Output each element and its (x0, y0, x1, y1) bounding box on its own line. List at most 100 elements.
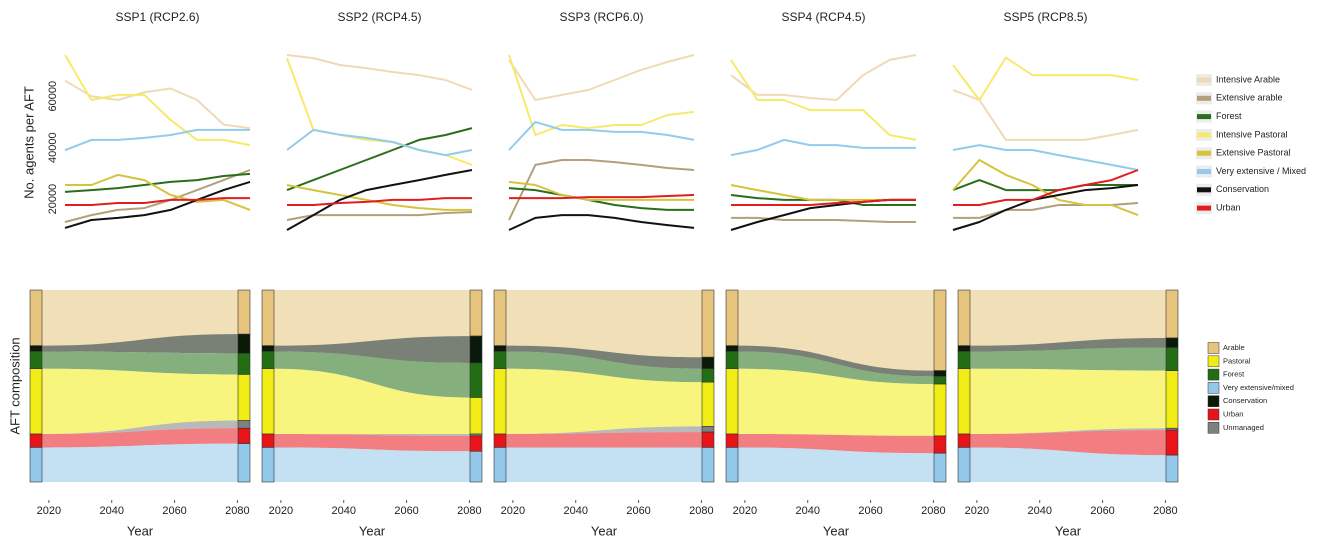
legend-label: Very extensive/mixed (1223, 383, 1294, 392)
end-segment (237, 374, 251, 421)
x-tick-label: 2020 (733, 505, 757, 517)
y-tick-label: 40000 (47, 132, 59, 163)
x-tick-label: 2020 (501, 505, 525, 517)
start-segment (725, 433, 739, 448)
start-segment (493, 433, 507, 448)
series-line (64, 172, 251, 193)
x-tick-label: 2040 (99, 505, 123, 517)
flow-band (42, 334, 238, 354)
series-line (286, 211, 473, 221)
x-axis-label: Year (359, 523, 386, 538)
legend-label: Urban (1216, 202, 1241, 212)
x-tick-label: 2040 (563, 505, 587, 517)
flow-band (42, 290, 238, 346)
x-tick-label: 2020 (965, 505, 989, 517)
x-tick-label: 2060 (626, 505, 650, 517)
series-line (287, 197, 472, 206)
series-line (286, 128, 473, 157)
start-segment (29, 433, 43, 448)
panel-title: SSP2 (RCP4.5) (337, 10, 421, 24)
x-tick-label: 2060 (858, 505, 882, 517)
start-segment (725, 289, 739, 346)
series-line (952, 89, 1139, 141)
flow-band (506, 368, 702, 434)
series-line (286, 184, 472, 211)
series-line (65, 173, 251, 211)
end-segment (237, 443, 251, 483)
series-line (286, 57, 473, 166)
flow-band (506, 351, 702, 383)
flow-band (274, 447, 470, 482)
start-segment (261, 345, 275, 352)
start-segment (493, 368, 507, 435)
x-tick-label: 2080 (225, 505, 249, 517)
end-segment (1165, 289, 1179, 339)
start-segment (725, 368, 739, 435)
legend-key (1197, 77, 1211, 83)
end-segment (469, 335, 483, 364)
y-tick-label: 20000 (47, 184, 59, 215)
start-segment (29, 289, 43, 346)
series-line (508, 159, 695, 221)
end-segment (237, 427, 251, 444)
legend-label: Pastoral (1223, 356, 1251, 365)
flow-band (970, 430, 1166, 456)
legend-key (1207, 342, 1220, 354)
start-segment (261, 351, 275, 370)
start-segment (957, 433, 971, 448)
start-segment (29, 345, 43, 352)
x-tick-label: 2060 (162, 505, 186, 517)
series-line (64, 79, 251, 130)
flow-band (274, 434, 470, 452)
end-segment (701, 447, 715, 483)
legend-label: Extensive arable (1216, 93, 1283, 103)
legend-key (1197, 114, 1211, 120)
flow-band (42, 443, 238, 482)
series-line (509, 194, 695, 200)
end-segment (701, 381, 715, 427)
start-segment (261, 447, 275, 483)
flow-band (506, 447, 702, 482)
x-tick-label: 2020 (37, 505, 61, 517)
series-line (64, 169, 251, 223)
flow-band (970, 347, 1166, 371)
start-segment (725, 345, 739, 352)
legend-label: Very extensive / Mixed (1216, 166, 1306, 176)
flow-band (42, 428, 238, 448)
end-segment (933, 452, 947, 483)
end-segment (1165, 347, 1179, 371)
flow-band (970, 428, 1166, 434)
series-line (508, 54, 695, 101)
start-segment (493, 447, 507, 483)
x-tick-label: 2080 (689, 505, 713, 517)
end-segment (701, 356, 715, 370)
flow-band (738, 345, 934, 377)
end-segment (701, 289, 715, 358)
y-axis-label: No. agents per AFT (21, 86, 36, 199)
series-line (953, 169, 1139, 206)
series-line (508, 214, 695, 231)
end-segment (1165, 429, 1179, 456)
panel-title: SSP1 (RCP2.6) (115, 10, 199, 24)
flow-band (738, 351, 934, 385)
panel-title: SSP5 (RCP8.5) (1003, 10, 1087, 24)
legend-key (1197, 169, 1211, 174)
start-segment (29, 447, 43, 483)
flow-band (738, 434, 934, 454)
flow-band (274, 351, 470, 398)
series-line (286, 54, 473, 91)
series-line (65, 197, 250, 206)
legend-key (1197, 205, 1211, 211)
flow-band (738, 368, 934, 436)
flow-band (506, 290, 702, 358)
end-segment (469, 289, 483, 337)
series-line (730, 54, 917, 101)
legend-key (1197, 132, 1211, 138)
flow-band (506, 426, 702, 434)
series-line (952, 184, 1139, 231)
flow-band (274, 336, 470, 363)
start-segment (261, 368, 275, 435)
series-line (286, 169, 473, 231)
flow-band (42, 351, 238, 375)
